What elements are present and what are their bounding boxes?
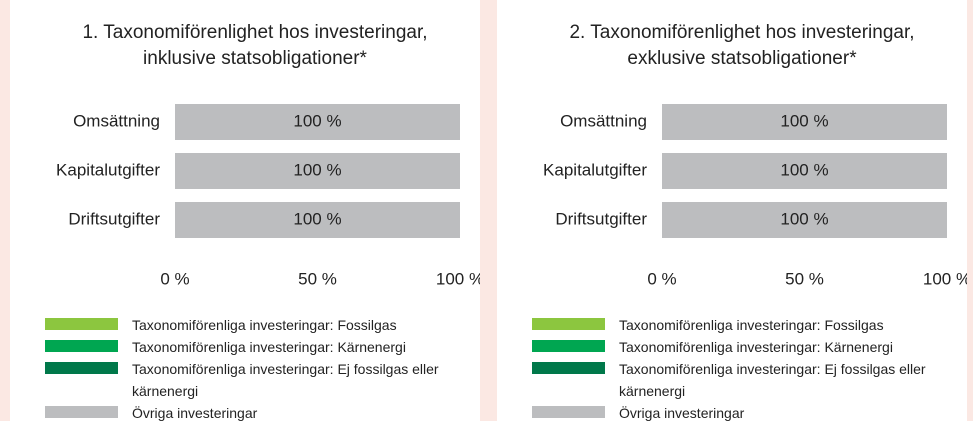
- legend-swatch: [45, 406, 118, 418]
- data-label: 100 %: [293, 111, 341, 130]
- legend-item: Taxonomiförenliga investeringar: Ej foss…: [45, 358, 445, 402]
- category-label: Omsättning: [73, 111, 160, 130]
- legend-swatch: [532, 340, 605, 352]
- category-label: Driftsutgifter: [555, 209, 647, 228]
- legend-label: Övriga investeringar: [619, 405, 745, 421]
- legend-label: Taxonomiförenliga investeringar: Ej foss…: [619, 361, 926, 399]
- bar-segment: [662, 153, 947, 189]
- x-tick-label: 0 %: [160, 269, 189, 288]
- data-label: 100 %: [780, 209, 828, 228]
- chart-title: 1. Taxonomiförenlighet hos investeringar…: [82, 22, 428, 69]
- legend: Taxonomiförenliga investeringar: Fossilg…: [532, 314, 932, 421]
- legend-swatch: [532, 318, 605, 330]
- legend-item: Övriga investeringar: [532, 402, 932, 421]
- x-tick-label: 100 %: [436, 269, 480, 288]
- legend-item: Övriga investeringar: [45, 402, 445, 421]
- x-tick-label: 50 %: [785, 269, 824, 288]
- legend: Taxonomiförenliga investeringar: Fossilg…: [45, 314, 445, 421]
- category-label: Driftsutgifter: [68, 209, 160, 228]
- bar-segment: [175, 104, 460, 140]
- category-label: Kapitalutgifter: [56, 160, 160, 179]
- legend-item: Taxonomiförenliga investeringar: Kärnene…: [532, 336, 932, 358]
- legend-label: Taxonomiförenliga investeringar: Kärnene…: [619, 339, 893, 355]
- legend-label: Taxonomiförenliga investeringar: Fossilg…: [132, 317, 397, 333]
- legend-item: Taxonomiförenliga investeringar: Ej foss…: [532, 358, 932, 402]
- legend-label: Taxonomiförenliga investeringar: Fossilg…: [619, 317, 884, 333]
- x-tick-label: 100 %: [923, 269, 967, 288]
- legend-label: Övriga investeringar: [132, 405, 258, 421]
- legend-swatch: [45, 362, 118, 374]
- plot: 0 % 50 % 100 % Omsättning 100 % Kapitalutgift…: [56, 104, 480, 288]
- legend-swatch: [532, 362, 605, 374]
- bar-segment: [662, 202, 947, 238]
- bar-segment: [175, 153, 460, 189]
- data-label: 100 %: [293, 209, 341, 228]
- legend-label: Taxonomiförenliga investeringar: Kärnene…: [132, 339, 406, 355]
- legend-swatch: [45, 340, 118, 352]
- bar-segment: [175, 202, 460, 238]
- bar-segment: [662, 104, 947, 140]
- chart-panel: 1. Taxonomiförenlighet hos investeringar…: [10, 0, 480, 421]
- x-tick-label: 0 %: [647, 269, 676, 288]
- legend-item: Taxonomiförenliga investeringar: Fossilg…: [45, 314, 445, 336]
- chart-panel: 2. Taxonomiförenlighet hos investeringar…: [497, 0, 967, 421]
- legend-item: Taxonomiförenliga investeringar: Fossilg…: [532, 314, 932, 336]
- data-label: 100 %: [780, 160, 828, 179]
- x-tick-label: 50 %: [298, 269, 337, 288]
- data-label: 100 %: [293, 160, 341, 179]
- data-label: 100 %: [780, 111, 828, 130]
- legend-item: Taxonomiförenliga investeringar: Kärnene…: [45, 336, 445, 358]
- category-label: Kapitalutgifter: [543, 160, 647, 179]
- legend-swatch: [45, 318, 118, 330]
- plot: 0 % 50 % 100 % Omsättning 100 % Kapitalutgift…: [543, 104, 967, 288]
- chart-title: 2. Taxonomiförenlighet hos investeringar…: [569, 22, 915, 69]
- legend-swatch: [532, 406, 605, 418]
- category-label: Omsättning: [560, 111, 647, 130]
- legend-label: Taxonomiförenliga investeringar: Ej foss…: [132, 361, 439, 399]
